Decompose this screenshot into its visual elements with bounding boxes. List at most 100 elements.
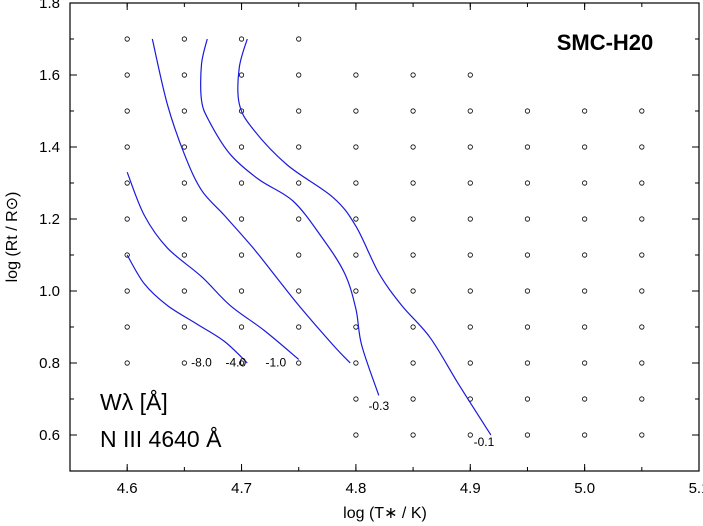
grid-point	[582, 288, 588, 294]
grid-point	[353, 288, 359, 294]
grid-points	[124, 36, 645, 438]
curve-label: -8.0	[191, 356, 212, 370]
grid-point	[124, 360, 130, 366]
grid-point	[296, 108, 302, 114]
curves	[126, 38, 492, 436]
grid-point	[582, 360, 588, 366]
grid-point	[296, 72, 302, 78]
grid-point	[639, 144, 645, 150]
grid-point	[238, 324, 245, 330]
grid-point	[524, 216, 531, 222]
grid-point	[582, 324, 588, 330]
grid-point	[238, 216, 245, 222]
grid-point	[353, 144, 359, 150]
annotation-line-1: Wλ [Å]	[100, 388, 168, 415]
grid-point	[124, 288, 130, 294]
grid-point	[296, 252, 302, 258]
grid-point	[639, 180, 645, 186]
grid-point	[124, 216, 130, 222]
grid-point	[639, 360, 645, 366]
grid-point	[410, 288, 416, 294]
grid-point	[181, 324, 187, 330]
curve-label: -4.0	[225, 356, 246, 370]
x-tick-label: 4.9	[460, 480, 481, 497]
curve-label: -1.0	[266, 356, 287, 370]
y-axis-label: log (Rt / R⊙)	[4, 192, 21, 283]
grid-point	[410, 252, 416, 258]
grid-point	[296, 36, 302, 42]
grid-point	[124, 252, 130, 258]
curve-3	[200, 38, 380, 396]
grid-point	[353, 252, 359, 258]
y-tick-label: 1.2	[39, 211, 60, 228]
grid-point	[582, 432, 588, 438]
grid-point	[524, 360, 531, 366]
x-tick-label: 5.1	[689, 480, 703, 497]
grid-point	[181, 36, 187, 42]
grid-point	[238, 108, 245, 114]
grid-point	[296, 324, 302, 330]
x-ticks: 4.6 4.7 4.8 4.9 5.0 5.1	[69, 3, 703, 497]
y-tick-label: 1.4	[39, 139, 60, 156]
y-tick-label: 1.6	[39, 67, 60, 84]
grid-point	[467, 72, 473, 78]
grid-point	[582, 108, 588, 114]
grid-point	[181, 108, 187, 114]
annotation-line-2: N III 4640 Å	[100, 425, 222, 452]
grid-point	[353, 180, 359, 186]
grid-point	[524, 252, 531, 258]
grid-point	[353, 216, 359, 222]
plot-frame	[69, 2, 700, 472]
grid-point	[124, 72, 130, 78]
grid-point	[582, 144, 588, 150]
grid-point	[181, 216, 187, 222]
chart-title: SMC-H20	[557, 30, 654, 55]
grid-point	[467, 252, 473, 258]
grid-point	[410, 396, 416, 402]
x-tick-label: 5.0	[574, 480, 595, 497]
grid-point	[410, 432, 416, 438]
curve-labels: -8.0 -4.0 -1.0 -0.3 -0.1	[191, 356, 494, 449]
grid-point	[410, 216, 416, 222]
grid-point	[582, 180, 588, 186]
grid-point	[467, 180, 473, 186]
grid-point	[238, 252, 245, 258]
grid-point	[181, 288, 187, 294]
grid-point	[238, 36, 245, 42]
grid-point	[410, 180, 416, 186]
curve-label: -0.3	[368, 399, 389, 413]
grid-point	[238, 72, 245, 78]
x-tick-label: 4.7	[231, 480, 252, 497]
grid-point	[296, 288, 302, 294]
curve-label: -0.1	[474, 435, 495, 449]
grid-point	[181, 72, 187, 78]
curve-0	[126, 254, 248, 364]
grid-point	[181, 180, 187, 186]
grid-point	[353, 108, 359, 114]
grid-point	[181, 144, 187, 150]
grid-point	[639, 252, 645, 258]
grid-point	[582, 216, 588, 222]
grid-point	[467, 288, 473, 294]
grid-point	[639, 216, 645, 222]
grid-point	[124, 180, 130, 186]
y-tick-label: 0.8	[39, 355, 60, 372]
grid-point	[353, 324, 359, 330]
grid-point	[296, 144, 302, 150]
grid-point	[410, 360, 416, 366]
grid-point	[181, 252, 187, 258]
grid-point	[353, 72, 359, 78]
grid-point	[238, 360, 245, 366]
grid-point	[181, 360, 187, 366]
grid-point	[639, 324, 645, 330]
grid-point	[467, 108, 473, 114]
grid-point	[124, 108, 130, 114]
y-ticks: 0.6 0.8 1.0 1.2 1.4 1.6 1.8	[39, 0, 699, 472]
grid-point	[639, 432, 645, 438]
curve-4	[237, 38, 492, 436]
grid-point	[467, 432, 473, 438]
grid-point	[353, 396, 359, 402]
grid-point	[124, 324, 130, 330]
grid-point	[296, 180, 302, 186]
